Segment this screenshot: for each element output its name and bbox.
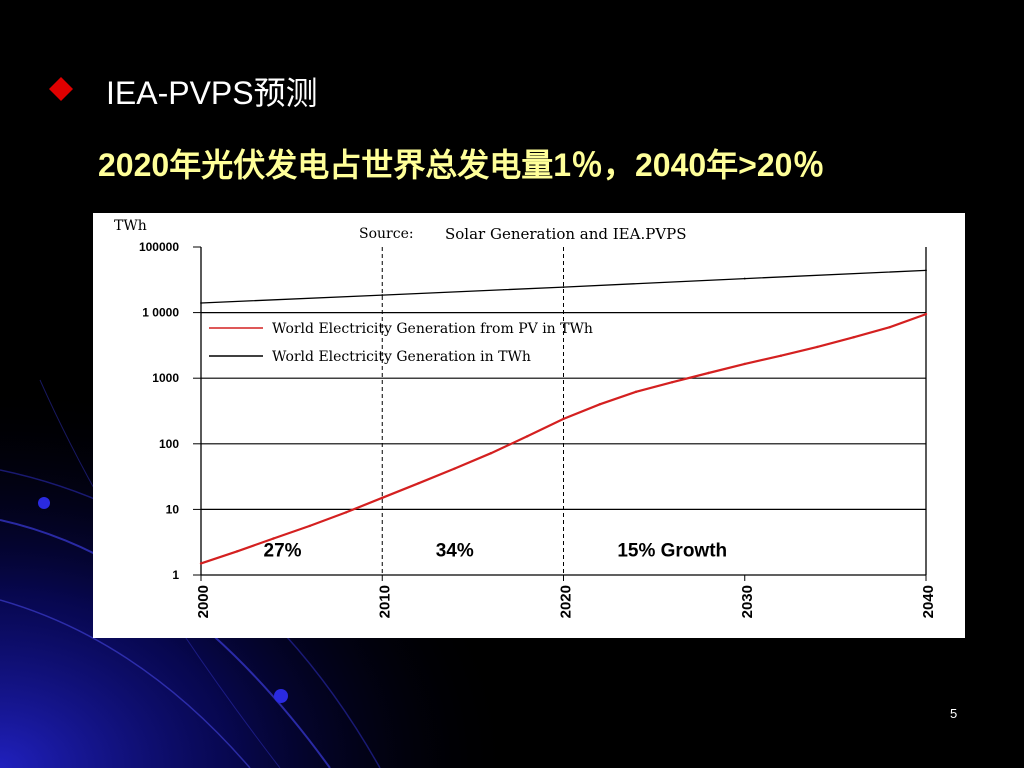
solar-generation-chart: TWh Source: Solar Generation and IEA.PVPS 1… [114,218,937,618]
x-tick-label: 2030 [739,585,756,618]
slide-heading: IEA-PVPS预测 [106,75,318,111]
diamond-bullet-icon [49,77,73,101]
slide-number: 5 [950,706,958,721]
series-1-point [453,467,456,470]
legend-label-pv: World Electricity Generation from PV in … [272,321,593,337]
y-tick-label: 1 [172,568,179,582]
y-tick-label: 100 [159,437,179,451]
series-2-point [562,286,565,288]
series-1-point [308,524,311,528]
series-1-point [671,380,674,384]
legend-label-world: World Electricity Generation in TWh [272,349,531,365]
series-1-point [199,562,203,565]
x-tick-label: 2000 [195,585,212,618]
growth-annotation: 27% [264,541,302,562]
series-1-point [852,336,855,339]
series-1-point [816,345,819,349]
series-1-point [779,354,783,357]
series-1-point [272,537,275,540]
x-tick-label: 2040 [920,585,937,618]
y-tick-label: 1 0000 [142,306,179,320]
series-1-point [381,496,384,500]
series-1-point [888,325,891,329]
series-2-point [381,294,384,296]
source-text: Solar Generation and IEA.PVPS [445,225,687,243]
series-1-point [562,417,565,421]
x-tick-label: 2020 [558,585,575,618]
series-1-point [924,312,928,316]
series-1-point [236,550,239,553]
chart-panel: TWh Source: Solar Generation and IEA.PVPS 1… [93,213,965,638]
x-tick-label: 2010 [376,585,393,618]
series-1-point [598,403,601,406]
y-tick-label: 1000 [152,371,179,385]
y-tick-label: 10 [166,502,180,516]
series-2-point [743,277,746,280]
series-1-point [707,371,710,375]
slide-subheading: 2020年光伏发电占世界总发电量1％，2040年>20％ [98,147,825,183]
y-tick-label: 100000 [139,240,179,254]
series-1-point [634,390,638,394]
growth-annotation: 15% Growth [617,541,727,562]
series-1-point [344,511,348,514]
y-axis-unit-label: TWh [114,218,147,234]
series-1-point [417,482,420,485]
series-1-point [489,451,493,455]
growth-annotation: 34% [436,541,474,562]
series-1-point [743,362,746,366]
source-label: Source: [359,226,414,242]
series-1-point [526,435,529,438]
series-2-point [925,269,927,272]
series-2-point [200,302,202,304]
